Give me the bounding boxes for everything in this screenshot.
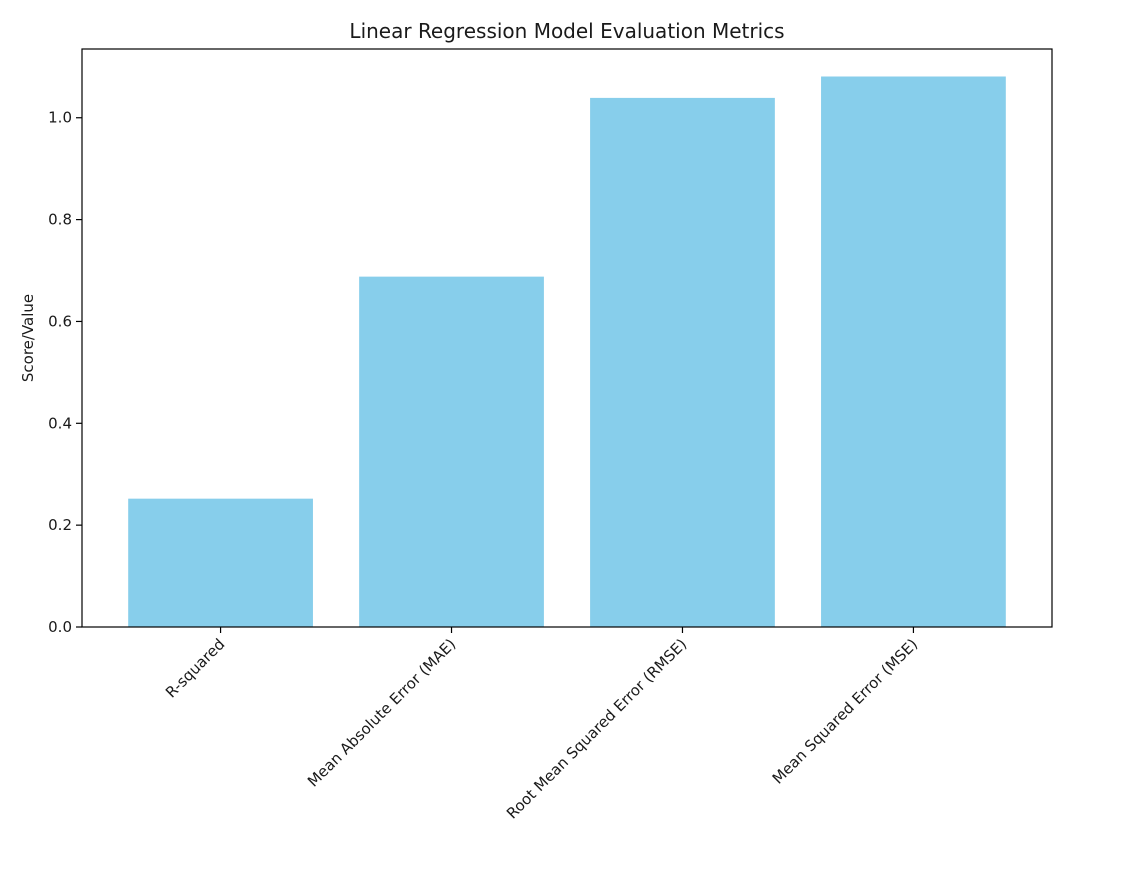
y-tick-label: 0.8 — [48, 211, 72, 229]
y-tick-label: 0.6 — [48, 312, 72, 330]
y-tick-label: 1.0 — [48, 109, 72, 127]
x-axis-ticks: R-squared Mean Absolute Error (MAE) Root M… — [162, 627, 921, 822]
y-tick-label: 0.4 — [48, 414, 72, 432]
bar-3 — [590, 97, 775, 627]
bar-2 — [359, 276, 544, 627]
bars-layer — [128, 76, 1006, 627]
x-tick-label: Root Mean Squared Error (RMSE) — [503, 635, 690, 822]
y-axis-ticks: 0.0 0.2 0.4 0.6 0.8 1.0 — [48, 109, 82, 636]
x-tick-label: Mean Squared Error (MSE) — [769, 635, 922, 788]
x-tick-label: R-squared — [162, 635, 228, 701]
x-tick-label: Mean Absolute Error (MAE) — [304, 635, 459, 790]
y-tick-label: 0.2 — [48, 516, 72, 534]
bar-4 — [821, 76, 1006, 627]
y-tick-label: 0.0 — [48, 618, 72, 636]
plot-frame — [81, 48, 1053, 628]
chart-title: Linear Regression Model Evaluation Metri… — [349, 19, 784, 43]
bar-1 — [128, 498, 313, 627]
y-axis-label: Score/Value — [19, 294, 37, 382]
